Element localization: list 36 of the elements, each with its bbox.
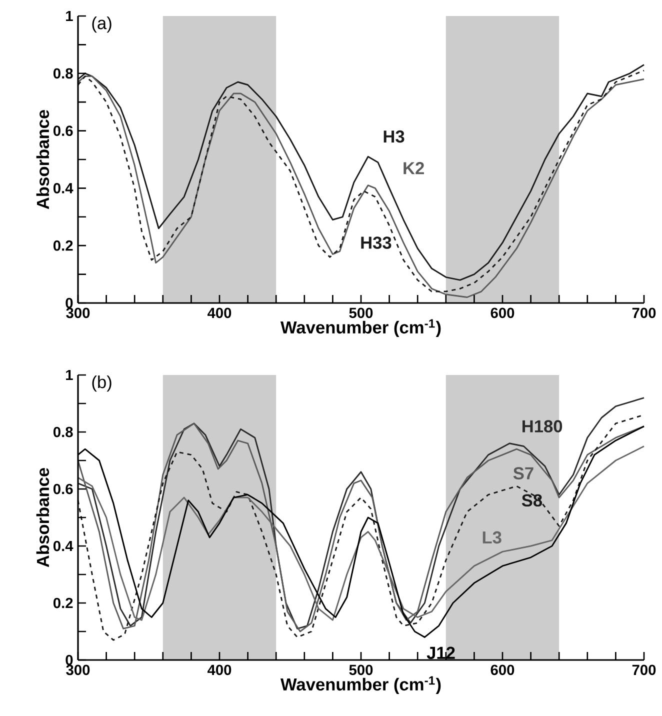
y-axis-title: Absorbance	[36, 468, 50, 568]
y-tick-label: 0.2	[53, 240, 73, 251]
y-tick-label: 0.8	[53, 426, 73, 438]
y-tick-label: 0	[66, 298, 73, 308]
y-tick-label: 0.6	[53, 126, 73, 136]
series-label: S7	[513, 467, 534, 480]
y-tick-label: 1	[66, 370, 73, 380]
series-label: L3	[482, 531, 502, 544]
series-label: H180	[522, 420, 562, 432]
annotation: (b)	[92, 375, 112, 392]
y-tick-label: 0.4	[53, 540, 74, 552]
x-axis-title: Wavenumber (cm$^{-1}$)	[280, 676, 441, 694]
series-label: H33	[361, 236, 392, 249]
series-label: J12	[426, 646, 455, 660]
x-tick-label: 500	[349, 308, 373, 318]
x-tick-label: 400	[207, 664, 232, 676]
x-tick-label: 600	[490, 308, 514, 318]
series-label: S8	[522, 494, 542, 507]
x-tick-label: 700	[632, 308, 656, 318]
x-tick-label: 500	[349, 664, 373, 676]
y-tick-label: 0	[66, 654, 73, 666]
y-tick-label: 1	[66, 10, 73, 22]
y-tick-label: 0.2	[53, 598, 73, 608]
y-axis-title: Absorbance	[36, 110, 50, 210]
x-tick-label: 700	[632, 664, 656, 676]
x-tick-label: 400	[207, 308, 232, 318]
series-label: H3	[384, 130, 404, 143]
y-tick-label: 0.4	[53, 183, 74, 194]
x-tick-label: 600	[490, 664, 514, 676]
annotation: (a)	[92, 16, 112, 33]
x-tick-label: 300	[66, 664, 90, 676]
y-tick-label: 0.8	[53, 68, 73, 79]
series-label: K2	[404, 162, 424, 174]
x-tick-label: 300	[66, 308, 90, 318]
x-axis-title: Wavenumber (cm$^{-1}$)	[280, 319, 441, 338]
y-tick-label: 0.6	[53, 484, 73, 494]
